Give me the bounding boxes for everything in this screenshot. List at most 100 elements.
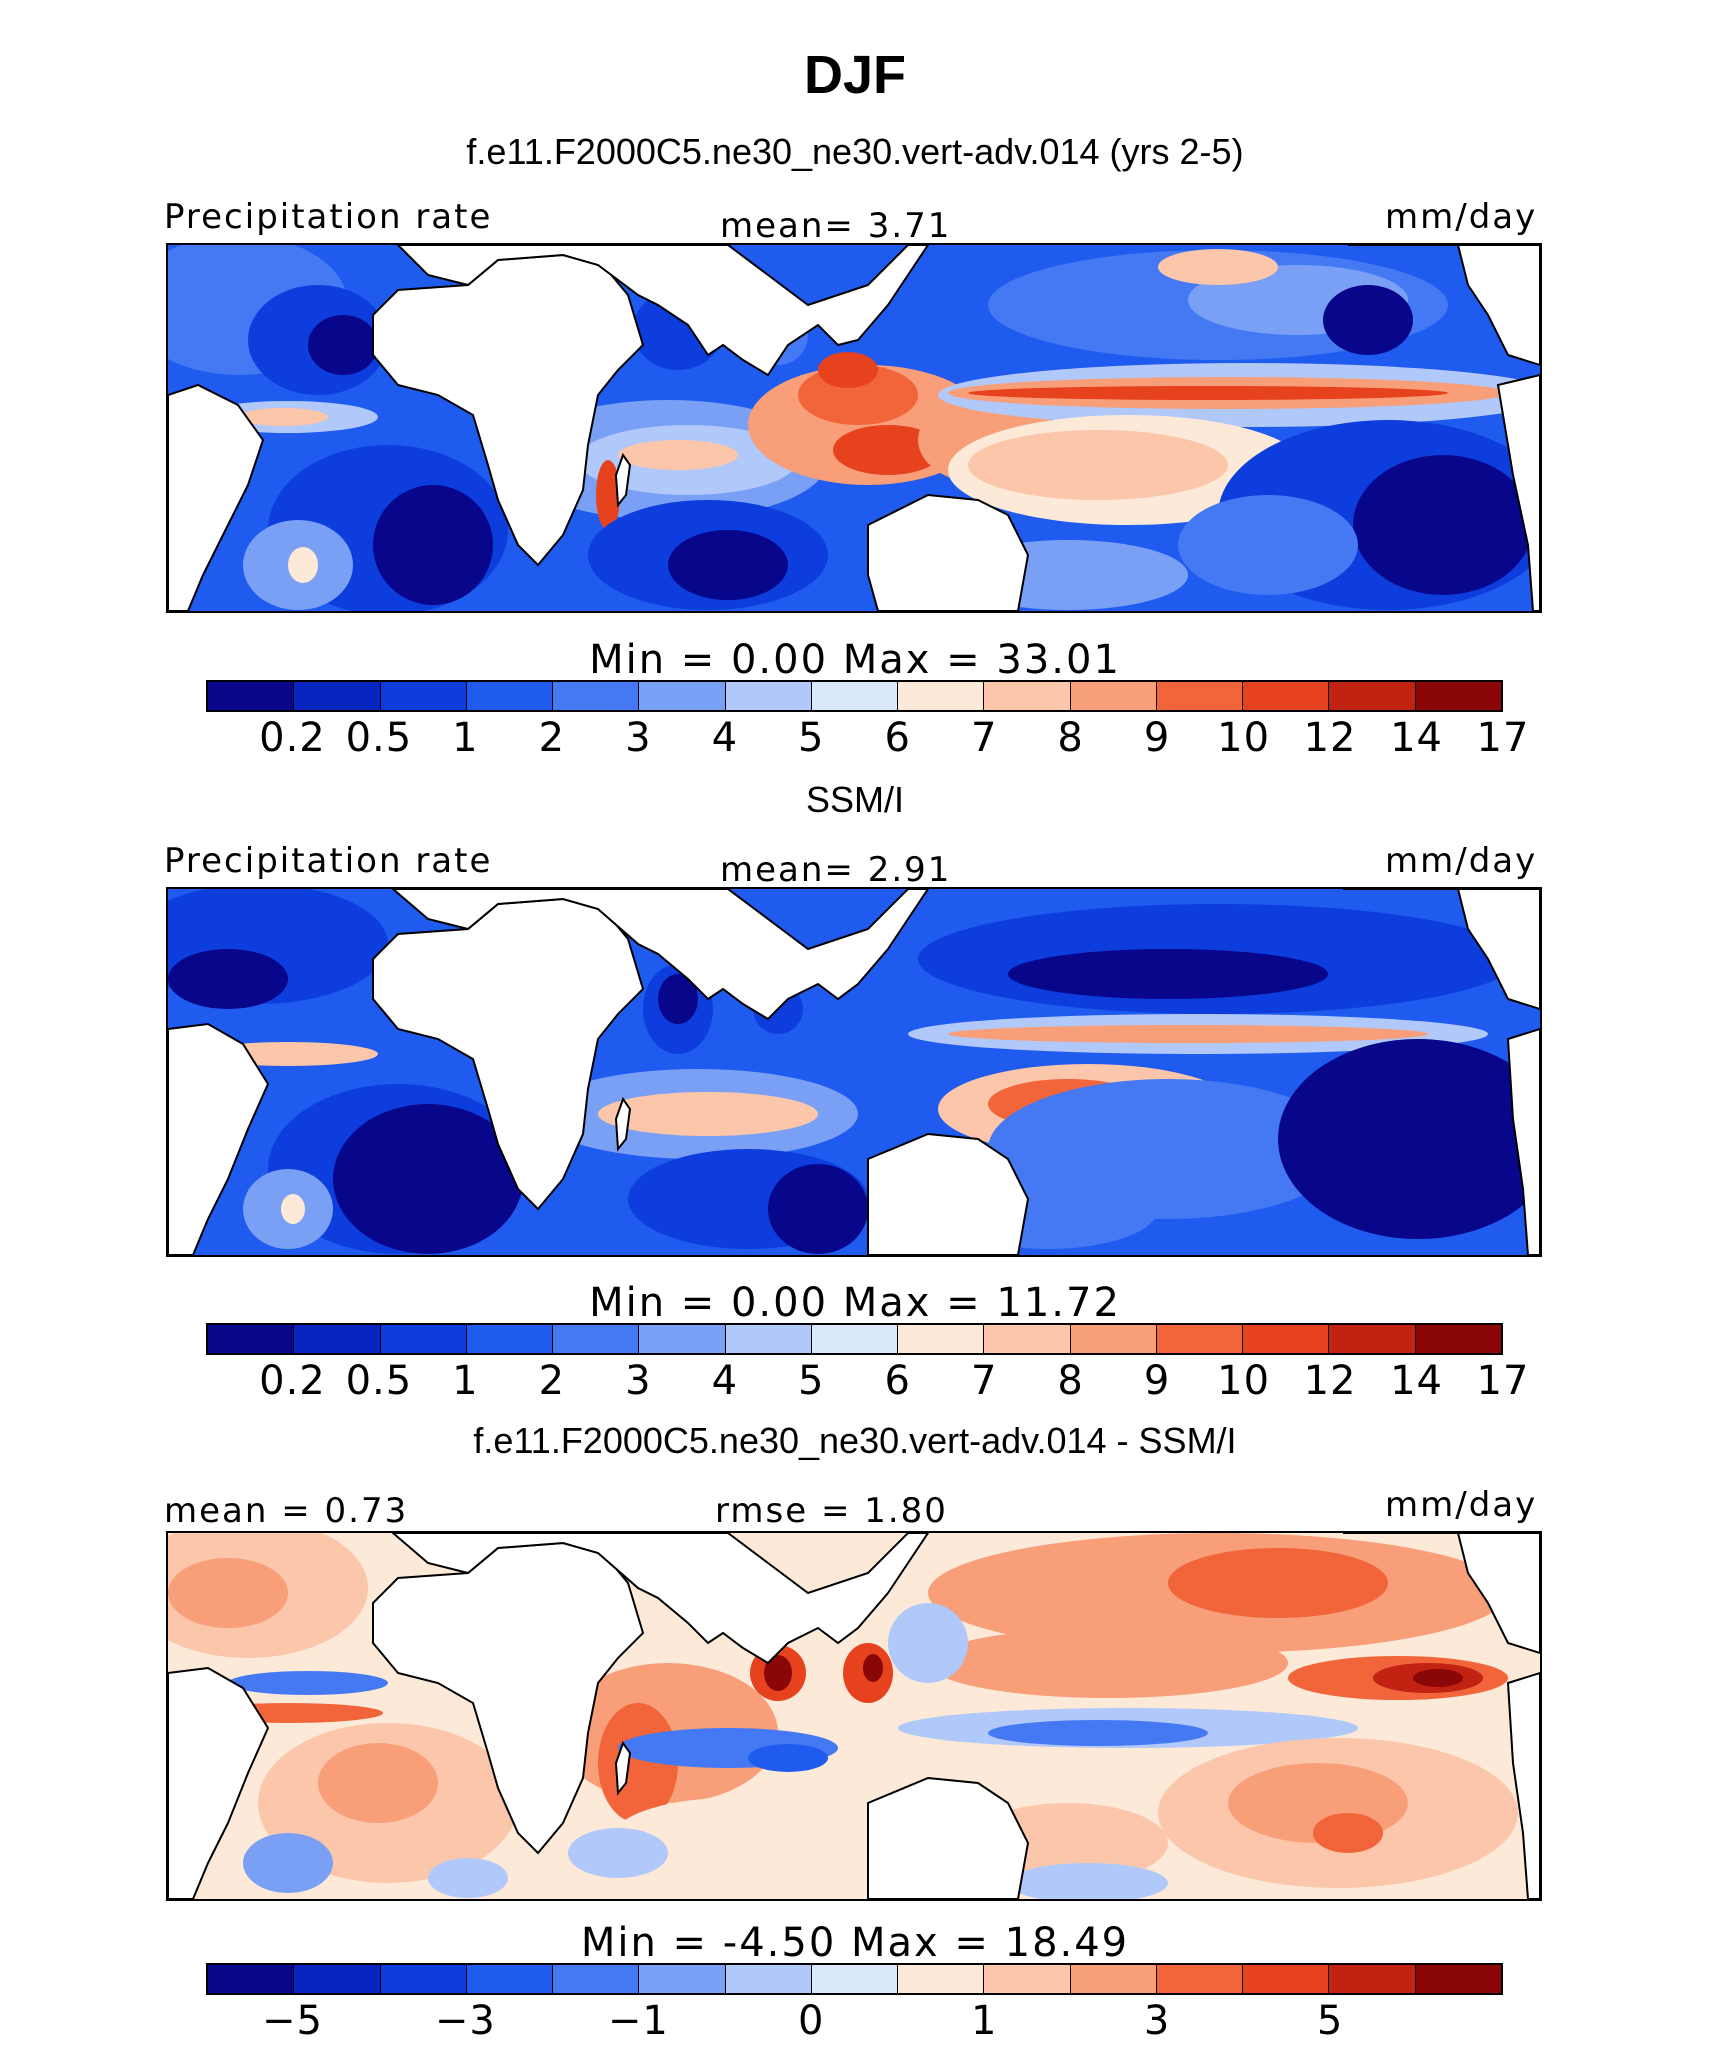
colorbar-swatch — [811, 1325, 899, 1353]
panel3-minmax: Min = -4.50 Max = 18.49 — [580, 1920, 1130, 1966]
colorbar-tick-label: 5 — [798, 715, 825, 761]
colorbar-swatch — [1329, 1325, 1416, 1353]
panel3-colorbar — [206, 1963, 1503, 1995]
panel1-minmax: Min = 0.00 Max = 33.01 — [589, 637, 1121, 683]
panel1-units-label: mm/day — [1385, 197, 1538, 237]
colorbar-swatch — [294, 1965, 381, 1993]
panel3-units-label: mm/day — [1385, 1485, 1538, 1525]
colorbar-swatch — [898, 682, 985, 710]
panel2-mean-label: mean= 2.91 — [720, 850, 952, 890]
colorbar-swatch — [725, 1325, 812, 1353]
colorbar-swatch — [984, 1965, 1071, 1993]
colorbar-tick-label: 1 — [452, 715, 479, 761]
colorbar-swatch — [639, 1965, 726, 1993]
colorbar-swatch — [725, 682, 812, 710]
panel1-variable-label: Precipitation rate — [164, 197, 493, 237]
panel2-minmax: Min = 0.00 Max = 11.72 — [589, 1280, 1121, 1326]
panel1-map — [166, 243, 1542, 613]
colorbar-swatch — [294, 1325, 381, 1353]
colorbar-swatch — [1070, 682, 1157, 710]
panel2-map — [166, 887, 1542, 1257]
colorbar-tick-label: 1 — [970, 1998, 998, 2044]
colorbar-swatch — [984, 682, 1071, 710]
colorbar-swatch — [466, 682, 554, 710]
colorbar-swatch — [1156, 682, 1244, 710]
colorbar-swatch — [553, 1965, 640, 1993]
colorbar-swatch — [811, 682, 899, 710]
panel3-mean-label: mean = 0.73 — [164, 1491, 409, 1531]
colorbar-swatch — [1243, 1325, 1330, 1353]
panel2-colorbar-ticks: 0.2 0.5 1 2 3 4 5 6 7 8 9 10 12 14 17 — [0, 1358, 1710, 1408]
colorbar-tick-label: 2 — [538, 715, 566, 761]
colorbar-tick-label: 6 — [884, 1358, 911, 1404]
colorbar-tick-label: −1 — [607, 1998, 669, 2044]
colorbar-tick-label: 10 — [1217, 1358, 1271, 1404]
colorbar-tick-label: 3 — [625, 1358, 652, 1404]
panel1-colorbar — [206, 680, 1503, 712]
colorbar-swatch — [208, 1325, 295, 1353]
panel2-subtitle: SSM/I — [805, 779, 904, 820]
colorbar-swatch — [984, 1325, 1071, 1353]
colorbar-tick-label: 7 — [970, 715, 998, 761]
colorbar-swatch — [898, 1325, 985, 1353]
colorbar-tick-label: 2 — [538, 1358, 566, 1404]
colorbar-tick-label: 14 — [1390, 715, 1443, 761]
colorbar-swatch — [466, 1965, 554, 1993]
colorbar-swatch — [725, 1965, 812, 1993]
colorbar-tick-label: 1 — [452, 1358, 479, 1404]
colorbar-swatch — [1415, 1965, 1501, 1993]
colorbar-tick-label: 8 — [1057, 715, 1084, 761]
colorbar-tick-label: 14 — [1390, 1358, 1443, 1404]
colorbar-swatch — [1156, 1325, 1244, 1353]
figure-title: DJF — [803, 45, 906, 105]
colorbar-tick-label: 17 — [1476, 1358, 1530, 1404]
colorbar-tick-label: 7 — [970, 1358, 998, 1404]
panel3-subtitle: f.e11.F2000C5.ne30_ne30.vert-adv.014 - S… — [473, 1420, 1237, 1461]
colorbar-tick-label: 0.2 — [259, 715, 326, 761]
panel2-variable-label: Precipitation rate — [164, 841, 493, 881]
panel2-units-label: mm/day — [1385, 841, 1538, 881]
colorbar-tick-label: 0.5 — [345, 1358, 413, 1404]
colorbar-swatch — [466, 1325, 554, 1353]
colorbar-tick-label: 9 — [1143, 715, 1171, 761]
colorbar-tick-label: 5 — [1316, 1998, 1344, 2044]
colorbar-swatch — [1070, 1325, 1157, 1353]
colorbar-tick-label: 9 — [1143, 1358, 1171, 1404]
panel1-mean-label: mean= 3.71 — [720, 206, 952, 246]
colorbar-swatch — [1156, 1965, 1244, 1993]
colorbar-tick-label: 8 — [1057, 1358, 1084, 1404]
colorbar-swatch — [811, 1965, 899, 1993]
colorbar-tick-label: 4 — [711, 715, 739, 761]
colorbar-tick-label: 4 — [711, 1358, 739, 1404]
colorbar-swatch — [1329, 1965, 1416, 1993]
panel1-colorbar-ticks: 0.2 0.5 1 2 3 4 5 6 7 8 9 10 12 14 17 — [0, 715, 1710, 765]
colorbar-tick-label: 3 — [1143, 1998, 1171, 2044]
colorbar-tick-label: 12 — [1303, 1358, 1357, 1404]
colorbar-swatch — [294, 682, 381, 710]
panel3-colorbar-ticks: −5 −3 −1 0 1 3 5 — [0, 1998, 1710, 2048]
panel1-subtitle: f.e11.F2000C5.ne30_ne30.vert-adv.014 (yr… — [466, 131, 1244, 172]
colorbar-tick-label: 0.5 — [345, 715, 413, 761]
colorbar-tick-label: 6 — [884, 715, 911, 761]
colorbar-swatch — [1243, 1965, 1330, 1993]
colorbar-swatch — [898, 1965, 985, 1993]
colorbar-tick-label: 0 — [798, 1998, 825, 2044]
panel3-map — [166, 1531, 1542, 1901]
colorbar-swatch — [639, 682, 726, 710]
colorbar-tick-label: 5 — [798, 1358, 825, 1404]
colorbar-swatch — [380, 682, 467, 710]
panel2-colorbar — [206, 1323, 1503, 1355]
colorbar-swatch — [1329, 682, 1416, 710]
colorbar-swatch — [1243, 682, 1330, 710]
colorbar-swatch — [1070, 1965, 1157, 1993]
colorbar-swatch — [380, 1325, 467, 1353]
colorbar-swatch — [208, 1965, 295, 1993]
colorbar-tick-label: −3 — [434, 1998, 496, 2044]
colorbar-swatch — [639, 1325, 726, 1353]
colorbar-tick-label: 12 — [1303, 715, 1357, 761]
colorbar-tick-label: 17 — [1476, 715, 1530, 761]
colorbar-tick-label: 10 — [1217, 715, 1271, 761]
colorbar-swatch — [380, 1965, 467, 1993]
colorbar-swatch — [553, 682, 640, 710]
colorbar-tick-label: 0.2 — [259, 1358, 326, 1404]
